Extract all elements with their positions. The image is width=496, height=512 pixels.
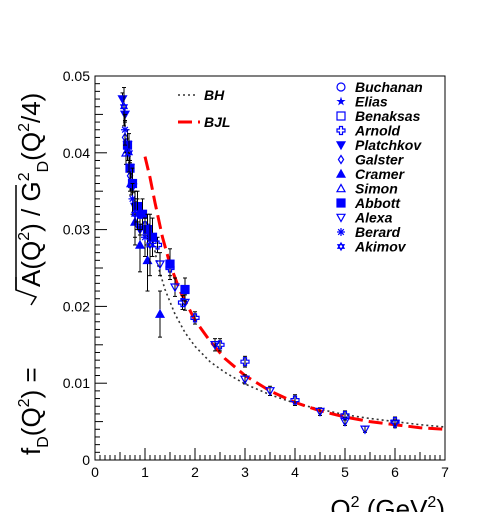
legend-marker-buchanan [336, 82, 346, 92]
point-arnold [190, 313, 200, 323]
legend-label-platchkov: Platchkov [355, 137, 422, 153]
y-tick-label: 0 [82, 452, 90, 468]
y-axis-label-text: fD(Q2) = [16, 367, 52, 455]
point-berard [121, 125, 129, 134]
point-alexa [339, 417, 351, 427]
legend: BH BJL BuchananEliasBenaksasArnoldPlatchko… [178, 79, 423, 255]
point-cramer [154, 308, 166, 318]
legend-label-akimov: Akimov [354, 239, 407, 255]
legend-label-benaksas: Benaksas [355, 108, 421, 124]
curve-bjl [143, 156, 446, 431]
legend-marker-abbott [336, 198, 346, 208]
x-tick-label: 0 [91, 464, 99, 480]
x-tick-label: 3 [241, 464, 249, 480]
legend-label-simon: Simon [355, 181, 398, 197]
point-arnold [340, 410, 350, 421]
legend-label-abbott: Abbott [354, 195, 401, 211]
x-tick-label: 4 [291, 464, 299, 480]
point-berard [141, 233, 149, 242]
axis-labels: Q2 (GeV2) fD(Q2) = A(Q2) / G2D(Q2/4) [15, 93, 445, 512]
x-tick-label: 2 [191, 464, 199, 480]
point-alexa [389, 420, 401, 430]
data-points [117, 87, 401, 435]
legend-label-berard: Berard [355, 224, 401, 240]
legend-marker-arnold [336, 125, 346, 136]
legend-marker-platchkov [335, 141, 347, 151]
point-akimov [145, 240, 155, 250]
legend-marker-cramer [335, 168, 347, 178]
point-alexa [264, 387, 276, 397]
y-tick-label: 0.04 [63, 145, 90, 161]
legend-marker-galster [337, 154, 345, 165]
legend-marker-benaksas [336, 111, 346, 121]
x-tick-label: 7 [441, 464, 449, 480]
point-alexa [359, 425, 371, 435]
legend-marker-elias [336, 96, 346, 106]
legend-marker-berard [337, 228, 345, 236]
legend-label-arnold: Arnold [354, 123, 401, 139]
legend-label-elias: Elias [355, 94, 388, 110]
point-akimov [119, 101, 129, 112]
plot-frame: 0 1 2 3 4 5 6 7 0 0.01 0.02 0.03 0.04 0.05 [63, 68, 449, 480]
point-cramer [134, 239, 146, 249]
x-tick-label: 1 [141, 464, 149, 480]
legend-label-bjl: BJL [204, 114, 230, 130]
x-axis-label: Q2 (GeV2) [330, 494, 445, 512]
point-akimov [130, 209, 140, 220]
point-alexa [179, 298, 191, 308]
y-axis-label-text-2: A(Q2) / G2D(Q2/4) [16, 93, 52, 287]
legend-marker-alexa [335, 213, 347, 223]
point-arnold [215, 340, 225, 350]
legend-label-buchanan: Buchanan [355, 79, 423, 95]
point-alexa [239, 375, 251, 385]
point-arnold [290, 395, 300, 405]
legend-marker-simon [335, 183, 347, 193]
point-abbott [142, 225, 153, 235]
point-alexa [154, 260, 166, 270]
x-tick-label: 5 [341, 464, 349, 480]
point-alexa [314, 407, 326, 417]
y-tick-label: 0.01 [63, 375, 90, 391]
point-arnold [240, 357, 250, 367]
point-abbott [180, 284, 190, 295]
legend-label-galster: Galster [355, 152, 405, 168]
y-tick-label: 0.02 [63, 298, 90, 314]
point-alexa [169, 283, 181, 293]
legend-label-alexa: Alexa [354, 210, 393, 226]
y-tick-label: 0.03 [63, 222, 90, 238]
point-alexa [209, 341, 221, 351]
point-akimov [124, 147, 134, 158]
y-tick-label: 0.05 [63, 68, 90, 84]
legend-label-cramer: Cramer [355, 166, 406, 182]
point-abbott [165, 259, 175, 269]
y-axis-label: fD(Q2) = A(Q2) / G2D(Q2/4) [15, 93, 52, 455]
x-tick-label: 6 [391, 464, 399, 480]
theory-curves [143, 156, 446, 431]
legend-label-bh: BH [204, 87, 225, 103]
legend-marker-akimov [336, 241, 346, 252]
curve-bh [149, 225, 446, 428]
